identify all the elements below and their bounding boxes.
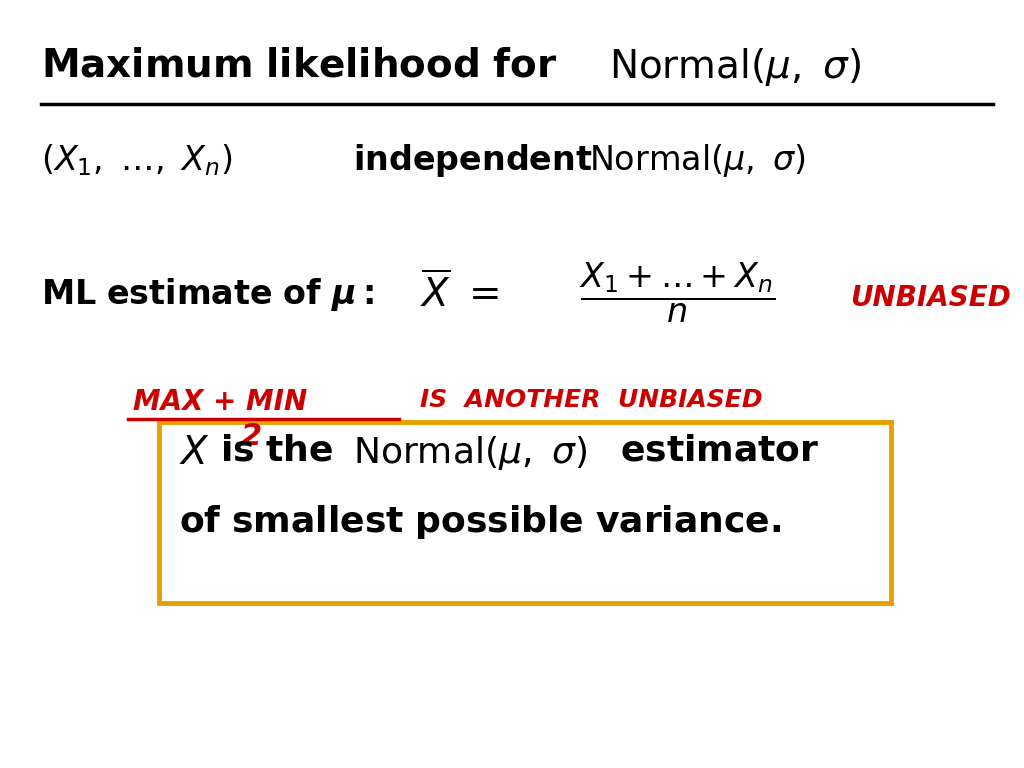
Text: IS  ANOTHER  UNBIASED: IS ANOTHER UNBIASED	[420, 388, 763, 412]
FancyBboxPatch shape	[159, 422, 891, 603]
Text: $(X_1,\ \ldots,\ X_n)$: $(X_1,\ \ldots,\ X_n)$	[41, 142, 232, 177]
Text: $\mathit{X}$: $\mathit{X}$	[179, 434, 210, 472]
Text: $\mathrm{Normal}(\mu,\ \sigma)$: $\mathrm{Normal}(\mu,\ \sigma)$	[353, 434, 588, 472]
Text: $\overline{X}\ =$: $\overline{X}\ =$	[420, 273, 499, 315]
Text: $\mathbf{of\ smallest\ possible\ variance.}$: $\mathbf{of\ smallest\ possible\ varianc…	[179, 503, 781, 541]
Text: 2: 2	[241, 422, 262, 452]
Text: $\mathbf{is\ the}$: $\mathbf{is\ the}$	[220, 434, 334, 468]
Text: $\mathbf{estimator}$: $\mathbf{estimator}$	[620, 434, 819, 468]
Text: $\dfrac{X_1 + \ldots + X_n}{n}$: $\dfrac{X_1 + \ldots + X_n}{n}$	[579, 261, 774, 325]
Text: MAX + MIN: MAX + MIN	[133, 388, 307, 415]
Text: $\mathbf{independent}$: $\mathbf{independent}$	[353, 142, 593, 179]
Text: $\mathbf{Maximum\ likelihood\ for}$: $\mathbf{Maximum\ likelihood\ for}$	[41, 46, 557, 84]
Text: $\mathrm{Normal}(\mu,\ \sigma)$: $\mathrm{Normal}(\mu,\ \sigma)$	[589, 142, 806, 179]
Text: $\mathbf{ML\ estimate\ of\ }\boldsymbol{\mu}\mathbf{:}$: $\mathbf{ML\ estimate\ of\ }\boldsymbol{…	[41, 276, 374, 313]
Text: $\mathrm{Normal}(\mu,\ \sigma)$: $\mathrm{Normal}(\mu,\ \sigma)$	[609, 46, 861, 88]
Text: UNBIASED: UNBIASED	[850, 284, 1011, 312]
